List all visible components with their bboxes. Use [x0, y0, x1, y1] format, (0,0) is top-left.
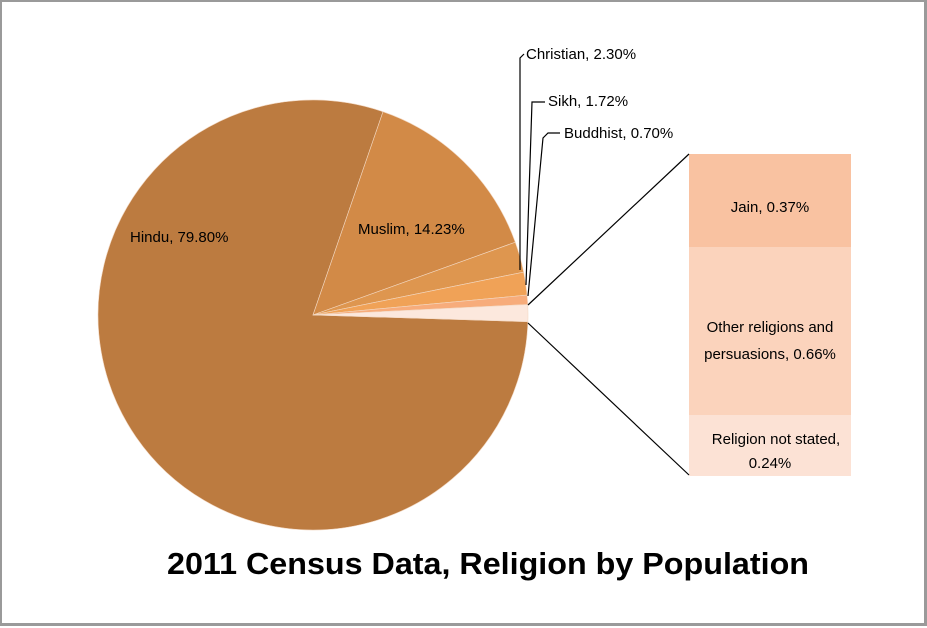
label-sikh: Sikh, 1.72% — [548, 93, 628, 110]
label-christian: Christian, 2.30% — [526, 46, 636, 63]
bar-segment-other-religions[interactable] — [689, 247, 851, 415]
chart-title: 2011 Census Data, Religion by Population — [167, 546, 809, 581]
label-muslim: Muslim, 14.23% — [358, 221, 465, 238]
connector-line-top — [527, 153, 690, 306]
bar-of-pie — [689, 154, 851, 476]
connector-line-bottom — [527, 322, 690, 476]
leader-line-sikh — [525, 101, 545, 286]
label-hindu: Hindu, 79.80% — [130, 229, 228, 246]
connector-lines — [527, 153, 690, 476]
leader-line-christian — [519, 53, 525, 270]
label-other-line2: persuasions, 0.66% — [704, 346, 836, 363]
bar-segment-religion-not-stated[interactable] — [689, 415, 851, 476]
data-labels: Hindu, 79.80% Muslim, 14.23% Christian, … — [130, 46, 840, 472]
label-buddhist: Buddhist, 0.70% — [564, 125, 673, 142]
label-jain: Jain, 0.37% — [731, 199, 809, 216]
label-other-line1: Other religions and — [707, 319, 834, 336]
leader-line-buddhist — [527, 132, 560, 297]
bar-segment-jain[interactable] — [689, 154, 851, 247]
pie-chart — [97, 99, 529, 531]
label-not-stated-line2: 0.24% — [749, 455, 792, 472]
pie-slice-muslim[interactable] — [312, 111, 516, 316]
leader-lines — [519, 53, 560, 297]
label-not-stated-line1: Religion not stated, — [712, 431, 840, 448]
